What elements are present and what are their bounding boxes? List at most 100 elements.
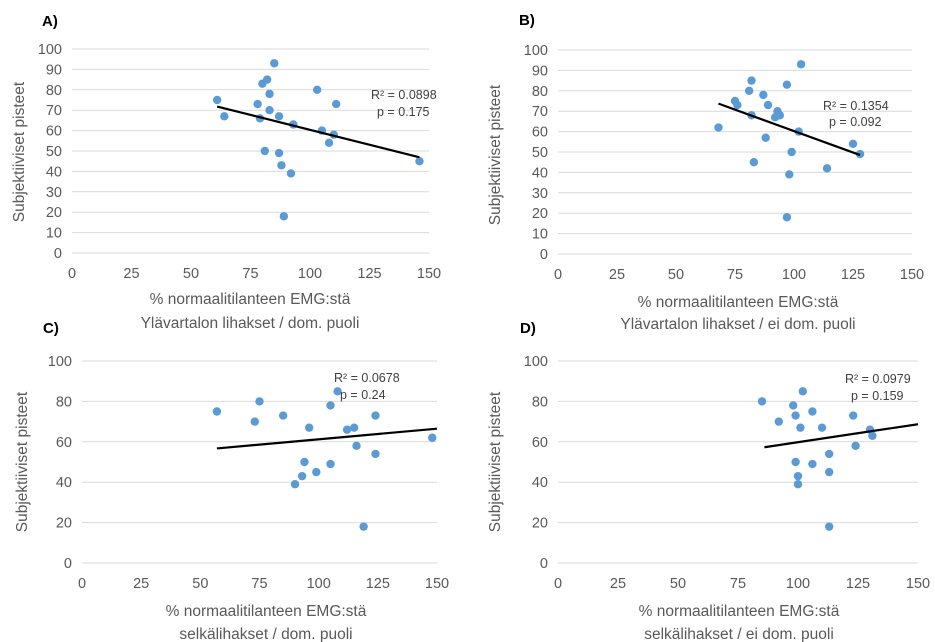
x-axis-sublabel: selkälihakset / ei dom. puoli	[644, 626, 834, 642]
data-point	[349, 423, 359, 432]
data-point	[796, 60, 806, 69]
x-tick-label: 125	[366, 576, 390, 592]
r-squared-label: R² = 0.0979	[845, 372, 911, 386]
p-value-label: p = 0.24	[340, 388, 386, 402]
x-tick-label: 125	[841, 267, 865, 283]
data-point	[342, 425, 352, 434]
x-tick-label: 25	[609, 267, 625, 283]
data-point	[785, 170, 794, 179]
y-axis-label: Subjektiiviset pisteet	[14, 391, 31, 532]
y-tick-label: 70	[532, 104, 548, 120]
data-point	[260, 146, 269, 156]
x-tick-label: 150	[906, 576, 930, 592]
x-tick-label: 75	[251, 576, 267, 592]
x-tick-label: 100	[782, 267, 806, 283]
data-point	[763, 100, 773, 110]
y-tick-label: 60	[56, 435, 72, 451]
chart-panel-c: C) 0 20 40 60 80 100 0 25 50 75 100 125 150 Subjektiiv…	[0, 320, 467, 642]
data-point	[848, 139, 858, 149]
x-tick-label: 100	[786, 576, 810, 592]
data-point	[761, 133, 770, 142]
data-point	[220, 112, 229, 121]
data-point	[262, 75, 272, 84]
data-point	[849, 411, 858, 420]
data-point	[250, 417, 259, 426]
data-point	[782, 80, 792, 89]
x-axis-label: % normaalitilanteen EMG:stä	[150, 291, 351, 308]
data-point	[274, 112, 284, 121]
data-point	[787, 147, 796, 157]
data-point	[791, 457, 800, 467]
data-point	[789, 401, 798, 410]
data-point	[352, 441, 361, 451]
data-point	[274, 148, 284, 158]
data-point	[793, 480, 803, 489]
y-tick-label: 20	[532, 516, 548, 532]
x-tick-label: 100	[298, 266, 322, 282]
x-tick-label: 125	[846, 576, 870, 592]
x-tick-label: 150	[417, 266, 441, 282]
trendline	[216, 427, 438, 450]
y-tick-label: 40	[46, 164, 62, 180]
x-tick-label: 25	[133, 576, 149, 592]
x-axis-label: % normaalitilanteen EMG:stä	[639, 603, 840, 620]
data-point	[782, 213, 792, 222]
data-point	[851, 441, 860, 451]
r-squared-label: R² = 0.0678	[334, 371, 400, 385]
x-tick-label: 0	[68, 266, 76, 282]
y-tick-label: 40	[56, 475, 72, 491]
data-point	[326, 401, 335, 410]
data-point	[747, 76, 756, 85]
data-point	[774, 417, 783, 426]
data-point	[808, 459, 817, 469]
y-tick-label: 90	[46, 62, 62, 78]
data-point	[415, 157, 424, 166]
p-value-label: p = 0.092	[829, 115, 882, 129]
data-point	[825, 449, 834, 459]
y-tick-label: 60	[46, 124, 62, 140]
y-tick-label: 30	[532, 186, 548, 202]
x-axis-label: % normaalitilanteen EMG:stä	[638, 294, 839, 311]
y-tick-label: 10	[46, 226, 62, 242]
data-point	[255, 397, 264, 406]
y-tick-label: 0	[540, 247, 548, 263]
data-point	[733, 100, 742, 110]
panel-letter-d: D)	[520, 320, 536, 337]
data-point	[305, 423, 314, 432]
trendline	[764, 423, 919, 449]
trendline	[718, 102, 861, 157]
data-point	[253, 99, 262, 109]
data-point	[324, 138, 334, 148]
y-tick-label: 80	[532, 84, 548, 100]
data-point	[371, 411, 380, 420]
data-point	[279, 212, 289, 221]
x-tick-label: 150	[900, 267, 924, 283]
x-tick-label: 150	[425, 576, 449, 592]
y-tick-label: 50	[532, 145, 548, 161]
data-point	[278, 411, 288, 420]
data-point	[775, 111, 785, 120]
data-point	[326, 459, 335, 469]
data-point	[331, 99, 341, 109]
y-tick-label: 100	[48, 354, 72, 370]
data-point	[759, 90, 768, 100]
y-tick-label: 50	[46, 144, 62, 160]
panel-letter-a: A)	[42, 13, 58, 30]
data-point	[212, 95, 222, 105]
y-tick-label: 30	[46, 185, 62, 201]
x-tick-label: 75	[727, 267, 743, 283]
scatter-chart-c: C) 0 20 40 60 80 100 0 25 50 75 100 125 150 Subjektiiv…	[14, 320, 449, 642]
data-point	[714, 123, 723, 132]
data-point	[312, 85, 322, 95]
y-tick-label: 70	[46, 103, 62, 119]
panel-letter-b: B)	[519, 12, 535, 29]
y-tick-label: 80	[56, 394, 72, 410]
data-point	[212, 407, 222, 416]
y-tick-label: 10	[532, 227, 548, 243]
data-point	[286, 169, 296, 178]
scatter-chart-d: D) 0 20 40 60 80 100 0 25 50 75 100 125 150 Subjektiiv…	[487, 320, 930, 642]
x-tick-label: 0	[554, 267, 562, 283]
data-point	[265, 106, 274, 115]
y-tick-label: 60	[532, 125, 548, 141]
